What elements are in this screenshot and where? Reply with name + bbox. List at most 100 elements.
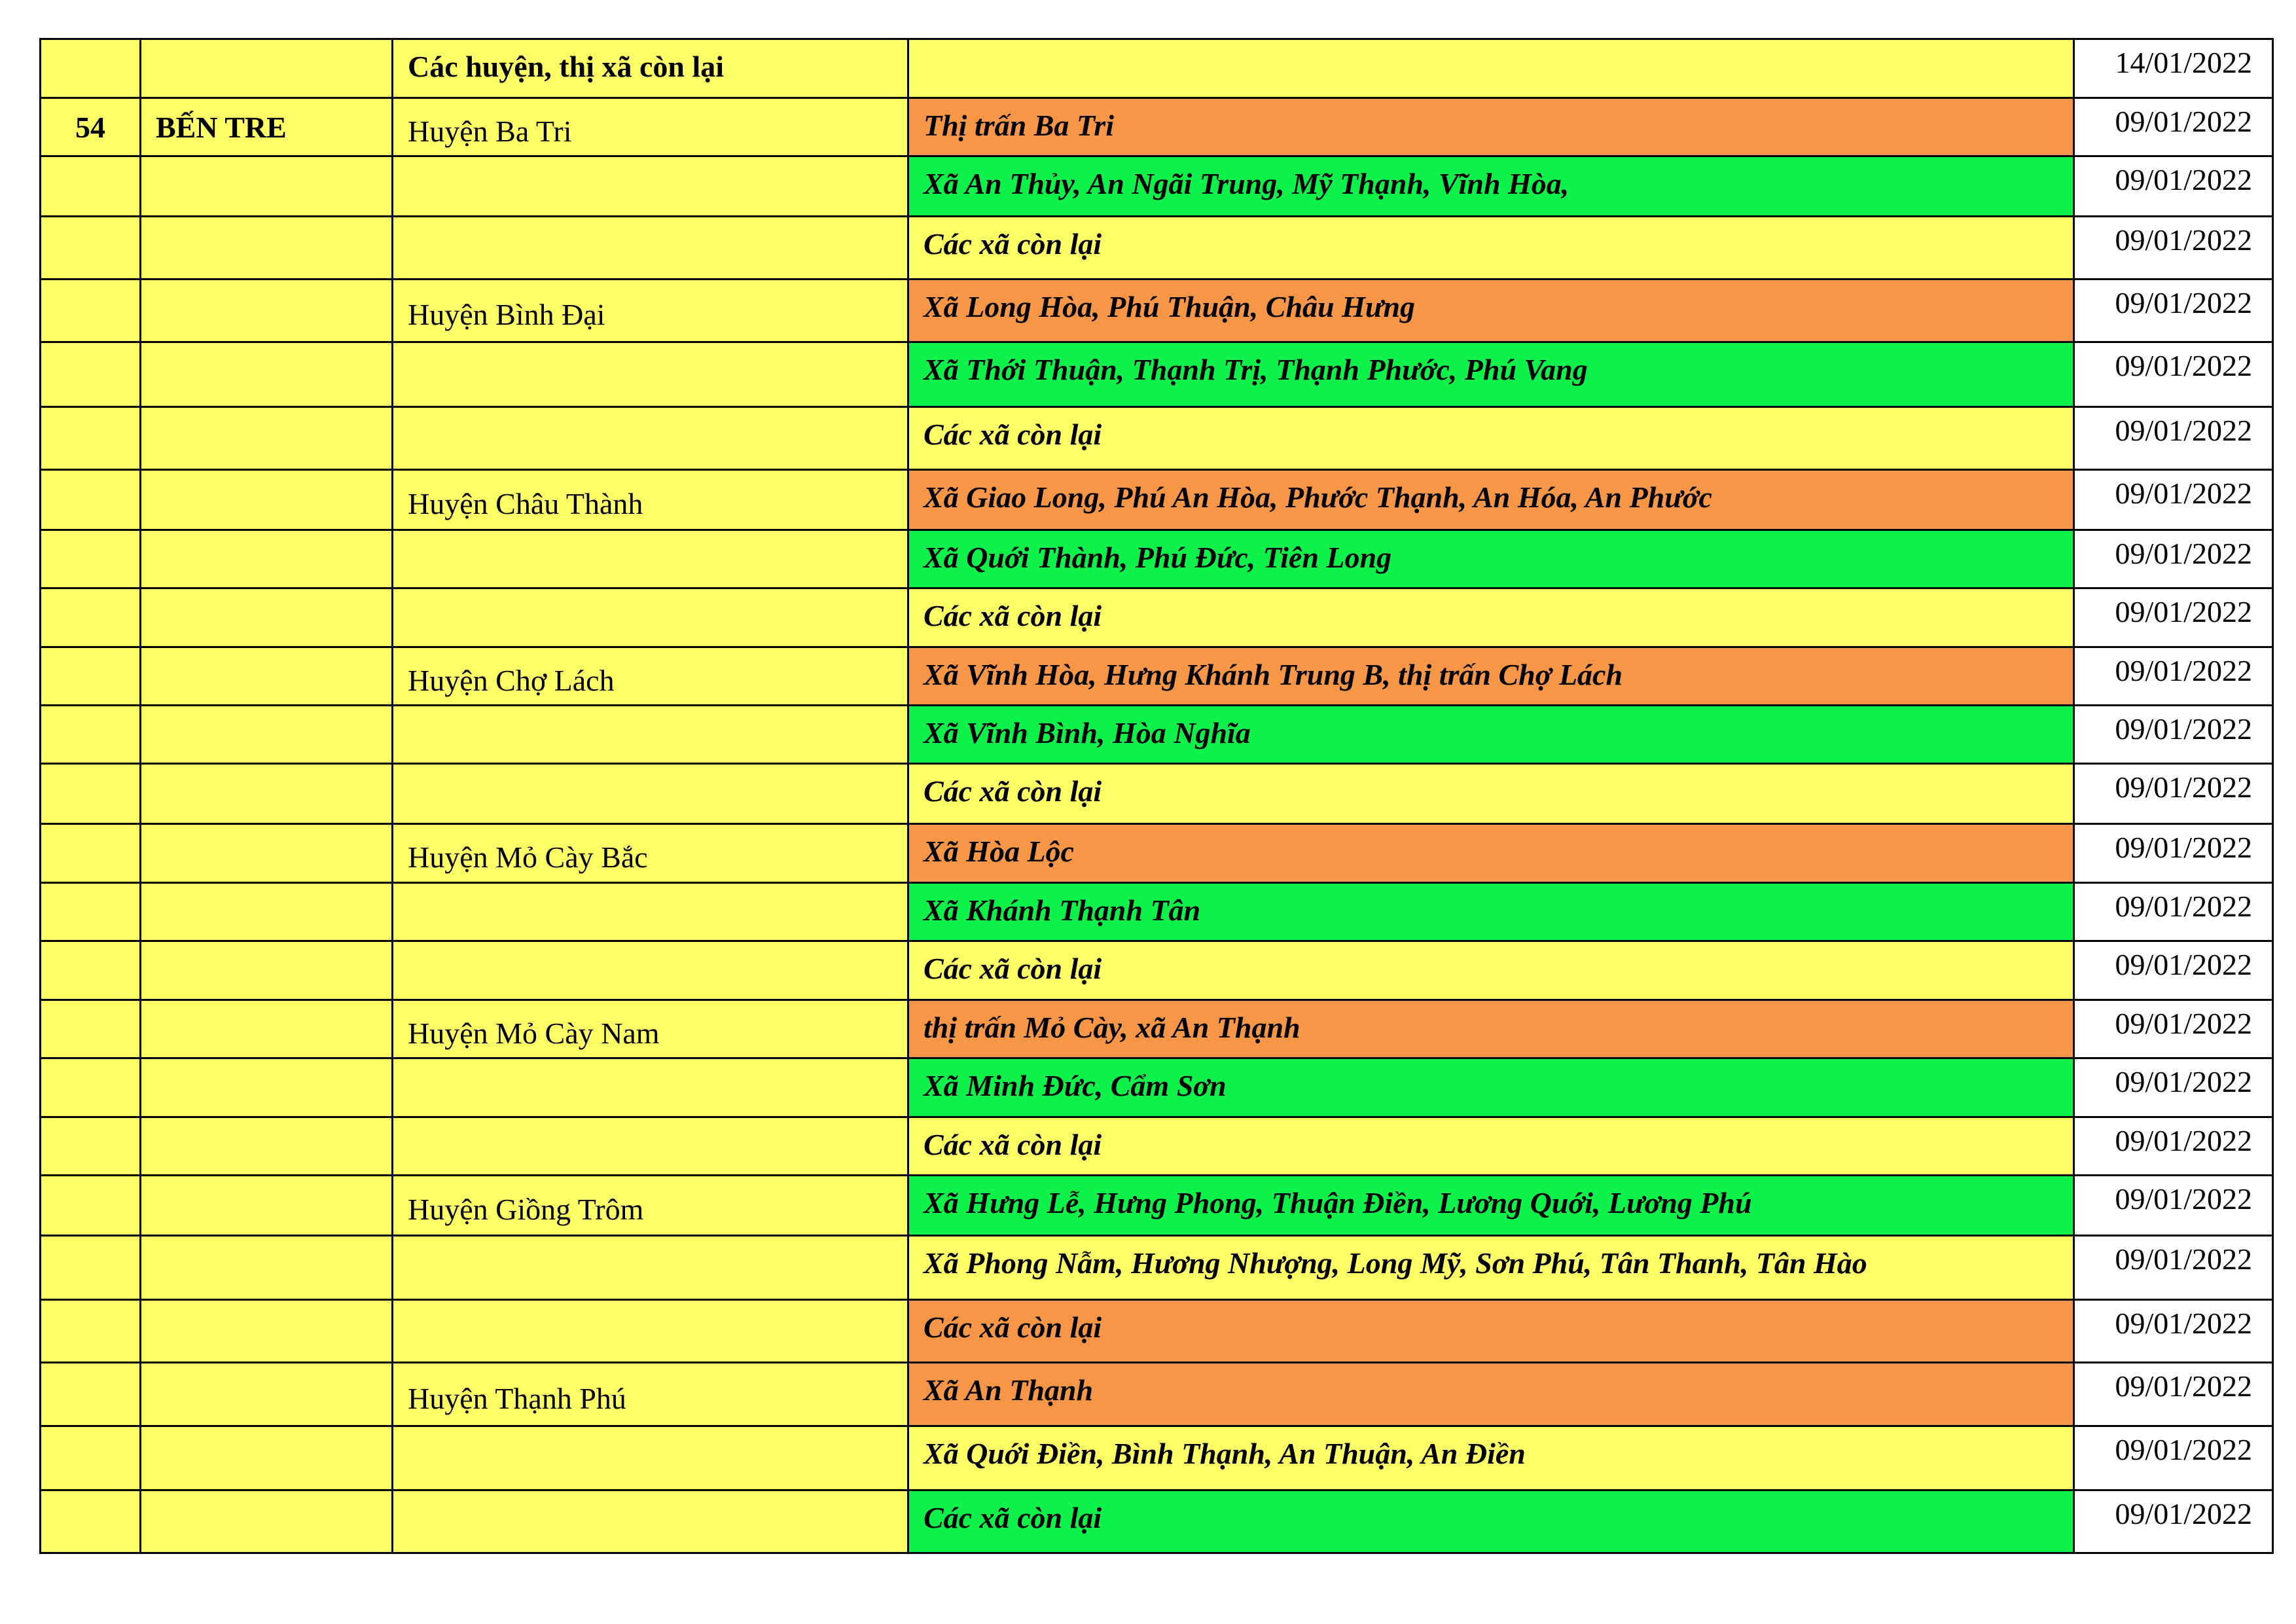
stt-cell (39, 882, 141, 942)
province-cell (139, 469, 393, 531)
stt-cell (39, 1057, 141, 1118)
commune-cell: Xã Hưng Lễ, Hưng Phong, Thuận Điền, Lươn… (907, 1174, 2075, 1236)
table-row: Các xã còn lại 09/01/2022 (39, 587, 2274, 648)
stt-cell (39, 406, 141, 471)
province-cell (139, 1116, 393, 1176)
table-body: Các huyện, thị xã còn lại 14/01/2022 54 BẾN… (39, 38, 2274, 1554)
stt-cell (39, 341, 141, 408)
district-cell (391, 529, 909, 589)
date-cell: 09/01/2022 (2073, 215, 2274, 280)
date-cell: 09/01/2022 (2073, 529, 2274, 589)
district-cell (391, 215, 909, 280)
commune-cell: Các xã còn lại (907, 1299, 2075, 1363)
stt-cell (39, 823, 141, 884)
date-cell: 09/01/2022 (2073, 278, 2274, 343)
district-cell (391, 1057, 909, 1118)
province-cell (139, 1425, 393, 1491)
stt-cell (39, 999, 141, 1059)
date-cell: 09/01/2022 (2073, 999, 2274, 1059)
stt-cell: 54 (39, 97, 141, 157)
stt-cell (39, 1174, 141, 1236)
commune-cell: Xã Vĩnh Bình, Hòa Nghĩa (907, 704, 2075, 765)
commune-cell: Các xã còn lại (907, 1116, 2075, 1176)
stt-cell (39, 1299, 141, 1363)
date-cell: 09/01/2022 (2073, 882, 2274, 942)
province-cell (139, 529, 393, 589)
district-cell (391, 940, 909, 1001)
stt-cell (39, 1425, 141, 1491)
commune-cell: Xã Giao Long, Phú An Hòa, Phước Thạnh, A… (907, 469, 2075, 531)
province-cell (139, 38, 393, 99)
commune-cell: Các xã còn lại (907, 763, 2075, 825)
stt-cell (39, 704, 141, 765)
district-cell: Huyện Châu Thành (391, 469, 909, 531)
stt-cell (39, 646, 141, 706)
stt-cell (39, 155, 141, 217)
table-row: Các xã còn lại 09/01/2022 (39, 940, 2274, 1001)
province-cell (139, 587, 393, 648)
table-row: Các xã còn lại 09/01/2022 (39, 215, 2274, 280)
table-row: Huyện Châu Thành Xã Giao Long, Phú An Hòa… (39, 469, 2274, 531)
commune-cell: Xã Minh Đức, Cẩm Sơn (907, 1057, 2075, 1118)
date-cell: 09/01/2022 (2073, 823, 2274, 884)
district-cell (391, 1299, 909, 1363)
province-cell (139, 1057, 393, 1118)
province-cell (139, 1299, 393, 1363)
stt-cell (39, 1116, 141, 1176)
commune-cell: Xã An Thủy, An Ngãi Trung, Mỹ Thạnh, Vĩn… (907, 155, 2075, 217)
district-cell: Các huyện, thị xã còn lại (391, 38, 909, 99)
date-cell: 09/01/2022 (2073, 1174, 2274, 1236)
stt-cell (39, 1235, 141, 1301)
stt-cell (39, 763, 141, 825)
table-row: Các xã còn lại 09/01/2022 (39, 1489, 2274, 1554)
province-cell (139, 215, 393, 280)
district-cell (391, 587, 909, 648)
commune-cell: Xã Phong Nẫm, Hương Nhượng, Long Mỹ, Sơn… (907, 1235, 2075, 1301)
date-cell: 09/01/2022 (2073, 940, 2274, 1001)
table-row: Các xã còn lại 09/01/2022 (39, 1116, 2274, 1176)
district-cell (391, 341, 909, 408)
province-cell (139, 823, 393, 884)
date-cell: 09/01/2022 (2073, 704, 2274, 765)
stt-cell (39, 529, 141, 589)
commune-cell: Xã Quới Điền, Bình Thạnh, An Thuận, An Đ… (907, 1425, 2075, 1491)
stt-cell (39, 1362, 141, 1427)
table-row: Xã Thới Thuận, Thạnh Trị, Thạnh Phước, P… (39, 341, 2274, 408)
district-cell (391, 1489, 909, 1554)
district-cell: Huyện Mỏ Cày Bắc (391, 823, 909, 884)
date-cell: 09/01/2022 (2073, 1425, 2274, 1491)
commune-cell: Thị trấn Ba Tri (907, 97, 2075, 157)
table-row: Huyện Mỏ Cày Bắc Xã Hòa Lộc 09/01/2022 (39, 823, 2274, 884)
date-cell: 09/01/2022 (2073, 587, 2274, 648)
date-cell: 14/01/2022 (2073, 38, 2274, 99)
table-row: Các huyện, thị xã còn lại 14/01/2022 (39, 38, 2274, 99)
date-cell: 09/01/2022 (2073, 406, 2274, 471)
province-cell (139, 646, 393, 706)
province-cell (139, 704, 393, 765)
table-row: Xã Minh Đức, Cẩm Sơn 09/01/2022 (39, 1057, 2274, 1118)
district-cell: Huyện Ba Tri (391, 97, 909, 157)
table-row: Xã Khánh Thạnh Tân 09/01/2022 (39, 882, 2274, 942)
table-row: Xã Quới Thành, Phú Đức, Tiên Long 09/01/2… (39, 529, 2274, 589)
date-cell: 09/01/2022 (2073, 1362, 2274, 1427)
district-cell (391, 155, 909, 217)
district-cell (391, 882, 909, 942)
date-cell: 09/01/2022 (2073, 97, 2274, 157)
table-row: Huyện Chợ Lách Xã Vĩnh Hòa, Hưng Khánh Tr… (39, 646, 2274, 706)
commune-cell (907, 38, 2075, 99)
table-row: Các xã còn lại 09/01/2022 (39, 1299, 2274, 1363)
province-cell (139, 155, 393, 217)
district-cell (391, 704, 909, 765)
table-row: Huyện Thạnh Phú Xã An Thạnh 09/01/2022 (39, 1362, 2274, 1427)
table-row: Huyện Mỏ Cày Nam thị trấn Mỏ Cày, xã An T… (39, 999, 2274, 1059)
date-cell: 09/01/2022 (2073, 646, 2274, 706)
commune-cell: Xã Thới Thuận, Thạnh Trị, Thạnh Phước, P… (907, 341, 2075, 408)
commune-cell: Các xã còn lại (907, 940, 2075, 1001)
commune-cell: Các xã còn lại (907, 587, 2075, 648)
commune-cell: thị trấn Mỏ Cày, xã An Thạnh (907, 999, 2075, 1059)
district-cell (391, 1116, 909, 1176)
table-row: Xã Quới Điền, Bình Thạnh, An Thuận, An Đ… (39, 1425, 2274, 1491)
commune-cell: Xã Vĩnh Hòa, Hưng Khánh Trung B, thị trấ… (907, 646, 2075, 706)
province-cell (139, 341, 393, 408)
date-cell: 09/01/2022 (2073, 763, 2274, 825)
